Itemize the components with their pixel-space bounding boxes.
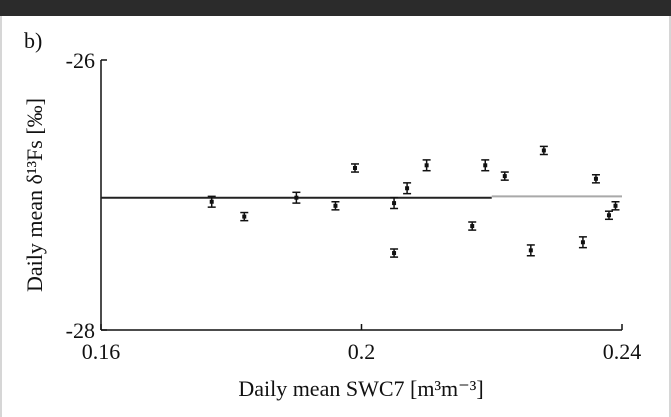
y-axis-label: Daily mean δ¹³Fs [‰] <box>22 98 47 292</box>
y-tick-label: -26 <box>66 48 95 73</box>
data-point <box>481 159 490 172</box>
point-marker <box>580 240 585 245</box>
data-point <box>350 163 359 173</box>
x-ticks-layer: 0.16 0.2 0.24 <box>82 324 642 364</box>
chart-figure: 0.16 0.2 0.24 -26 -28 b) Daily mean SWC7 [m… <box>0 16 671 417</box>
top-dark-bar <box>0 0 671 16</box>
x-axis-label: Daily mean SWC7 [m³m⁻³] <box>238 376 483 401</box>
point-marker <box>209 199 214 204</box>
point-marker <box>424 163 429 168</box>
data-point <box>578 236 587 249</box>
x-tick-label: 0.24 <box>603 339 642 364</box>
point-marker <box>606 213 611 218</box>
data-point <box>390 196 399 210</box>
data-point <box>240 211 249 222</box>
x-tick-label: 0.2 <box>348 339 376 364</box>
point-marker <box>483 163 488 168</box>
point-marker <box>470 224 475 229</box>
x-tick-label: 0.16 <box>82 339 121 364</box>
point-marker <box>613 203 618 208</box>
data-point <box>500 171 509 181</box>
data-point <box>591 174 600 184</box>
point-marker <box>294 195 299 200</box>
point-marker <box>405 186 410 191</box>
data-point <box>604 210 613 221</box>
point-marker <box>352 166 357 170</box>
data-point <box>331 201 340 211</box>
data-point <box>422 159 431 172</box>
fit-line-layer <box>101 195 622 199</box>
data-point <box>292 191 301 204</box>
point-marker <box>528 248 533 253</box>
data-point <box>611 201 620 211</box>
data-point <box>207 195 216 208</box>
scatter-chart: 0.16 0.2 0.24 -26 -28 b) Daily mean SWC7 [m… <box>22 28 642 401</box>
point-marker <box>502 174 507 179</box>
point-marker <box>392 251 397 256</box>
point-marker <box>333 203 338 208</box>
data-point <box>403 182 412 195</box>
point-marker <box>541 148 546 153</box>
data-point <box>390 248 399 258</box>
point-marker <box>242 214 247 219</box>
plot-area: 0.16 0.2 0.24 -26 -28 <box>66 48 642 364</box>
panel-label: b) <box>24 28 42 53</box>
data-point <box>539 145 548 156</box>
y-ticks-layer: -26 -28 <box>66 48 107 343</box>
point-marker <box>593 176 598 181</box>
data-point <box>526 244 535 257</box>
y-tick-label: -28 <box>66 318 95 343</box>
points-layer <box>207 145 620 258</box>
point-marker <box>392 201 397 206</box>
data-point <box>468 221 477 231</box>
